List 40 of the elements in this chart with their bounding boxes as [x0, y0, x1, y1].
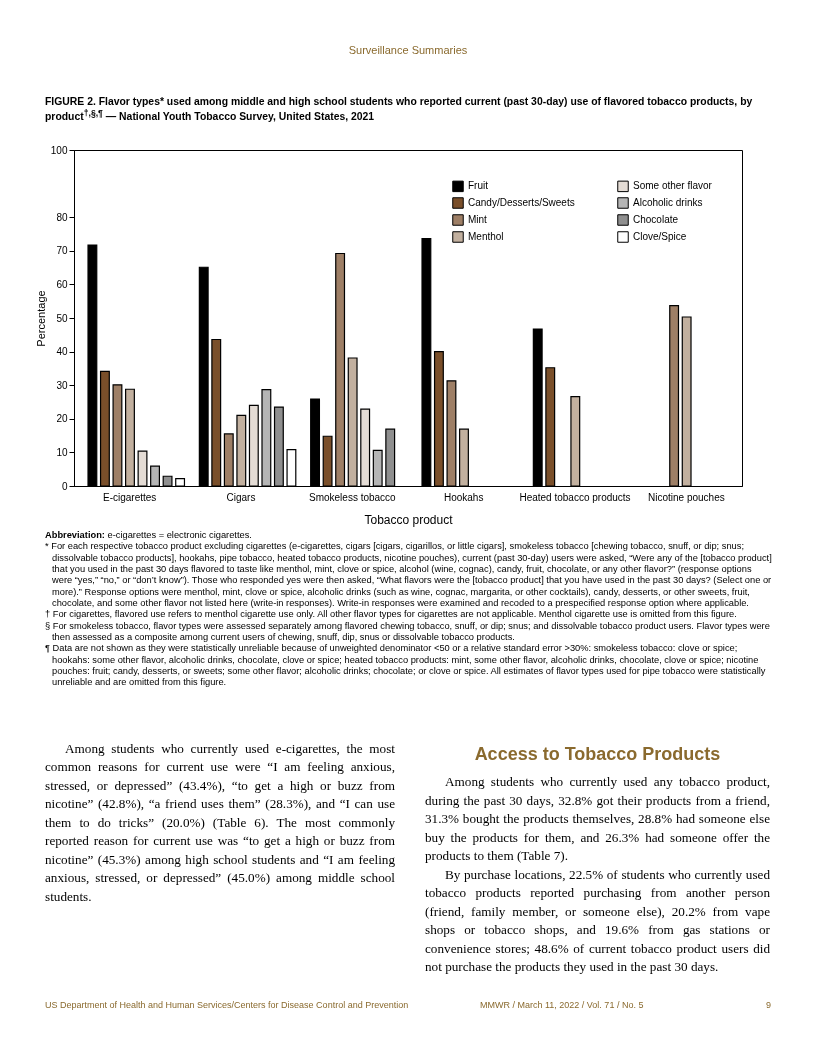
- y-tick-label: 60: [56, 278, 68, 290]
- x-tick-label: E-cigarettes: [102, 491, 157, 503]
- text: Surveillance Summaries: [347, 44, 469, 56]
- y-tick-label: 0: [61, 480, 68, 492]
- y-tick-label: 40: [56, 346, 68, 358]
- y-tick-label: 30: [56, 379, 68, 391]
- text: Among students who currently used any tobacco product, during the past 30 days, 32.8% got their products from a friend, 31.3% bought the products themselves, 28.8% had someone else buy the products for them, and 26.3% had someone offer the products to them (Table 7).: [425, 773, 770, 866]
- text: † For cigarettes, flavored use refers to menthol cigarette use only. All other flavor types for cigarettes are not applicable. Menthol cigarette use is omitted from this figure.: [45, 609, 738, 621]
- y-axis-title: Percentage: [34, 290, 47, 347]
- text: Abbreviation: e-cigarettes = electronic cigarettes.: [45, 530, 253, 542]
- text: MMWR / March 11, 2022 / Vol. 71 / No. 5: [480, 1000, 644, 1010]
- x-axis-title: Tobacco product: [364, 512, 454, 527]
- x-tick-label: Hookahs: [443, 491, 484, 503]
- legend-label: Mint: [468, 214, 488, 225]
- x-tick-label: Cigars: [226, 491, 256, 503]
- chart-title: FIGURE 2. Flavor types* used among middle and high school students who reported current (past 30-day) use of flavored tobacco products, by product$^{†,§,¶}$ — National Youth Tobacco Survey, United States, 2021: [45, 95, 754, 124]
- legend-label: Menthol: [468, 231, 504, 242]
- text: § For smokeless tobacco, flavor types were assessed separately among flavored chewing tobacco, snuff, or dip; snus; and dissolvable tobacco product users. Flavor types were then assessed as a composite among current users of chewing, snuff, dip, snus or dissolvable tobacco products.: [45, 620, 771, 644]
- y-tick-label: 70: [56, 245, 68, 257]
- text: ¶ Data are not shown as they were statistically unreliable because of unweighted denominator <50 or a relative standard error >30%: smokeless tobacco: clove or spice; hookahs: some other flavor, alcoholic drinks, chocolate, clove or spice; heated tobacco products: mint, some other flavor, alcoholic drinks, chocolate, clove or spice; nicotine pouches: fruit; candy, desserts, or sweets; some other flavor; alcoholic drinks; chocolate; or clove or spice. All estimates of flavor types used for pipe tobacco were statistically unreliable and are omitted from this figure.: [45, 643, 767, 689]
- legend-label: Alcoholic drinks: [633, 197, 703, 208]
- y-tick-label: 100: [50, 144, 68, 156]
- text: By purchase locations, 22.5% of students who currently used tobacco products reported purchasing from another person (friend, family member, or someone else), 20.2% from vape shops or tobacco shops, and 19.6% from gas stations or convenience stores; 48.6% of current tobacco product users did not purchase the products they used in the past 30 days.: [425, 865, 770, 977]
- legend-label: Chocolate: [633, 214, 679, 225]
- x-tick-label: Heated tobacco products: [519, 491, 631, 503]
- text: US Department of Health and Human Services/Centers for Disease Control and Prevention: [45, 1000, 409, 1010]
- x-tick-label: Nicotine pouches: [647, 491, 725, 503]
- text: Access to Tobacco Products: [473, 743, 722, 766]
- text: 9: [765, 1000, 771, 1010]
- y-tick-label: 50: [56, 312, 68, 324]
- text: * For each respective tobacco product excluding cigarettes (e-cigarettes, cigars [cigars, cigarillos, or little cigars], smokeless tobacco [chewing tobacco, snuff, or dip; snus; dissolvable tobacco products], hookahs, pipe tobacco, heated tobacco products, nicotine pouches), current (past 30-day) users were asked, “Were any of the [tobacco product] that you used in the past 30 days flavored to taste like menthol, mint, clove or spice, alcohol (wine, cognac), candy, fruit, chocolate, or any other flavor?” (response options were “yes,” “no,” or “don’t know”). Those who responded yes were then asked, “What flavors were the [tobacco product] that you have used in the past 30 days? (Select one or more).” Response options were menthol, mint, clove or spice, alcoholic drinks (such as wine, cognac, margarita, or other cocktails), candy, desserts, or other sweets, fruit, chocolate, and some other flavor not listed here (write-in responses). Write-in responses were examined and recoded to a prespecified response option where applicable.: [45, 541, 773, 610]
- x-tick-label: Smokeless tobacco: [308, 491, 397, 503]
- legend-label: Fruit: [468, 180, 489, 192]
- legend-label: Candy/Desserts/Sweets: [468, 197, 575, 208]
- y-tick-label: 80: [56, 211, 68, 223]
- legend-label: Some other flavor: [633, 180, 713, 192]
- y-tick-label: 10: [56, 446, 68, 458]
- text: Among students who currently used e-cigarettes, the most common reasons for current use were “I am feeling anxious, stressed, or depressed” (43.4%), “to get a high or buzz from nicotine” (42.8%), “a friend uses them” (28.3%), and “I can use them to do tricks” (20.0%) (Table 6). The most commonly reported reason for current use was “to get a high or buzz from nicotine” (45.3%) among high school students and “I am feeling anxious, stressed, or depressed” (45.0%) among middle school students.: [45, 741, 395, 904]
- y-tick-label: 20: [56, 413, 68, 425]
- legend-label: Clove/Spice: [633, 231, 687, 242]
